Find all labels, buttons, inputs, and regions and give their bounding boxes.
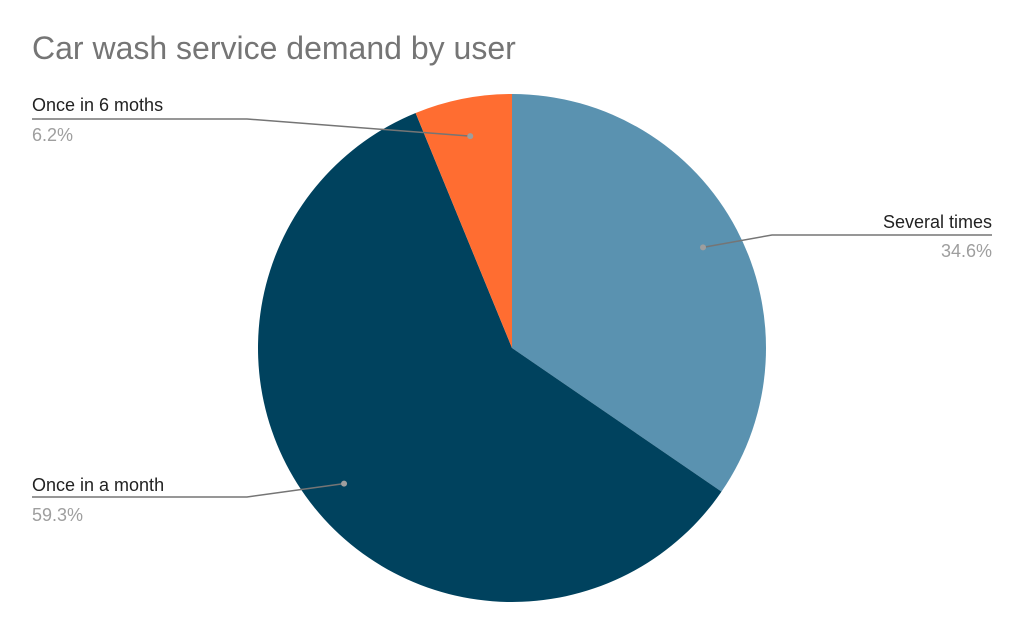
callout-line: [32, 118, 471, 137]
callout-dot: [467, 133, 474, 140]
pie-slices: [258, 94, 766, 603]
callout-once-in-6-moths: Once in 6 moths 6.2%: [32, 95, 474, 145]
callout-line: [32, 482, 345, 498]
slice-value: 59.3%: [32, 505, 83, 525]
pie-slice-several-times: [512, 94, 766, 492]
slice-label: Several times: [883, 212, 992, 232]
pie-slice-once-in-6-moths: [415, 94, 512, 348]
callout-dot: [341, 480, 348, 487]
slice-value: 34.6%: [941, 241, 992, 261]
slice-label: Once in 6 moths: [32, 95, 163, 115]
slice-label: Once in a month: [32, 475, 164, 495]
callout-once-in-a-month: Once in a month 59.3%: [32, 475, 348, 525]
pie-slice-once-in-a-month: [258, 112, 722, 603]
callout-dot: [700, 244, 707, 251]
chart-title: Car wash service demand by user: [32, 30, 516, 66]
callout-line: [702, 234, 992, 249]
callout-several-times: Several times 34.6%: [700, 212, 992, 261]
slice-value: 6.2%: [32, 125, 73, 145]
